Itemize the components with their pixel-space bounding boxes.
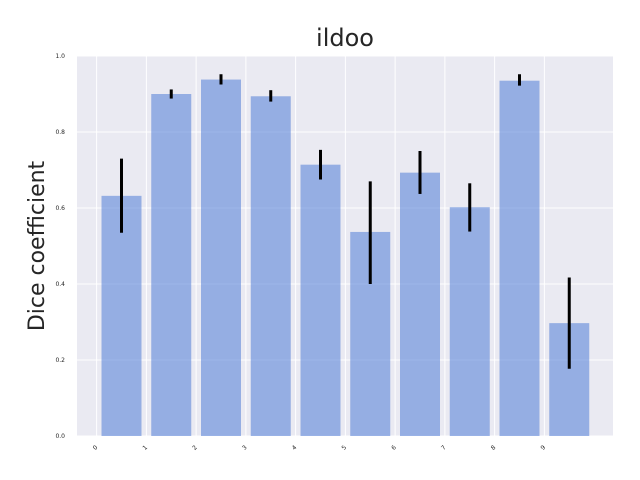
x-tick-labels: 0 1 2 3 4 5 6 7 8 9: [92, 444, 548, 452]
x-tick-label: 0: [92, 444, 100, 452]
y-tick-label: 0.4: [55, 281, 65, 288]
bar-1: [151, 94, 192, 436]
x-tick-label: 2: [191, 444, 199, 452]
x-tick-label: 4: [291, 444, 299, 452]
bar-7: [449, 207, 490, 436]
bars: [101, 79, 590, 436]
bar-8: [499, 80, 540, 436]
bar-2: [201, 79, 241, 436]
bar-4: [300, 164, 341, 436]
x-tick-label: 7: [440, 444, 448, 452]
chart-title: ildoo: [316, 24, 374, 52]
x-tick-label: 8: [490, 444, 498, 452]
y-axis-label: Dice coefficient: [25, 160, 50, 331]
bar-0: [101, 195, 142, 436]
y-tick-label: 1.0: [55, 53, 65, 60]
x-tick-label: 1: [141, 444, 149, 452]
y-tick-labels: 0.0 0.2 0.4 0.6 0.8 1.0: [55, 53, 65, 440]
y-tick-label: 0.6: [55, 205, 65, 212]
x-tick-label: 5: [340, 444, 348, 452]
y-tick-label: 0.0: [55, 433, 65, 440]
bar-3: [250, 96, 291, 436]
y-tick-label: 0.8: [55, 129, 65, 136]
x-tick-label: 9: [539, 444, 547, 452]
error-bars: [120, 74, 571, 369]
x-tick-label: 3: [241, 444, 249, 452]
bar-6: [400, 172, 440, 436]
x-tick-label: 6: [390, 444, 398, 452]
y-tick-label: 0.2: [55, 357, 65, 364]
